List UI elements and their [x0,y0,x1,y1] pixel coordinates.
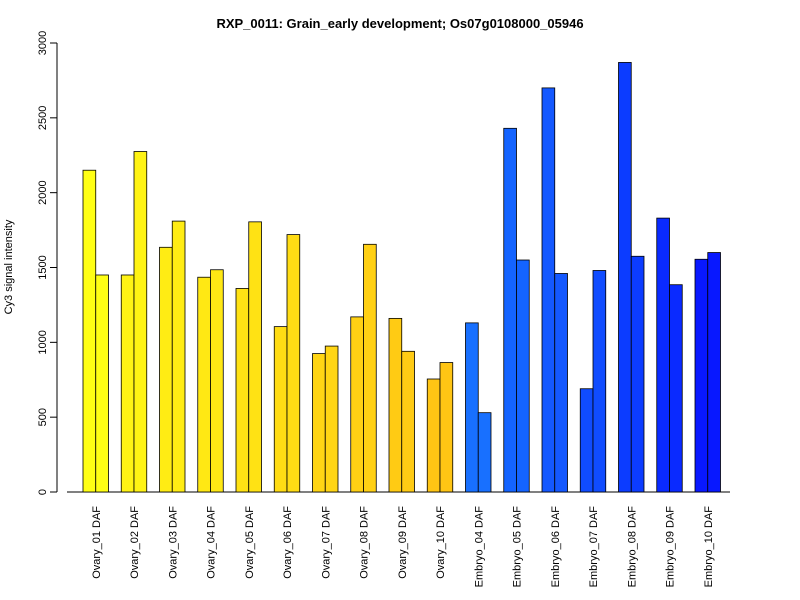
bar [350,316,364,493]
bar [630,255,645,493]
y-tick-label: 500 [37,408,49,426]
x-tick-label: Ovary_07 DAF [320,506,332,579]
bar [541,87,556,493]
bar [707,252,721,493]
bar [171,220,186,493]
bar [273,326,288,493]
bar [363,243,377,493]
bar [465,322,479,493]
bar [656,217,670,493]
y-tick-label: 2500 [37,106,49,130]
bar [324,345,339,493]
bar [197,276,211,493]
bar [235,288,250,493]
y-tick-label: 2000 [37,180,49,204]
bar [426,378,441,493]
x-tick-label: Ovary_06 DAF [282,506,294,579]
bar [120,274,135,493]
bar [82,169,97,493]
bar [401,350,415,493]
bar [286,234,301,493]
x-tick-label: Ovary_10 DAF [435,506,447,579]
bar [516,259,530,493]
bars [82,62,721,493]
y-axis: 0 500 1000 1500 2000 2500 3000 [37,31,58,495]
x-tick-label: Ovary_04 DAF [206,506,218,579]
y-tick-label: 0 [37,489,49,495]
x-tick-label: Embryo_10 DAF [703,506,715,588]
y-axis-label: Cy3 signal intensity [3,219,15,314]
bar [503,127,517,493]
x-tick-label: Embryo_05 DAF [512,506,524,588]
bar [554,273,568,493]
x-tick-label: Ovary_08 DAF [359,506,371,579]
bar [669,284,683,493]
x-tick-label: Embryo_04 DAF [473,506,485,588]
x-tick-label: Ovary_09 DAF [397,506,409,579]
bar [95,274,109,493]
x-tick-label: Embryo_08 DAF [626,506,638,588]
x-tick-label: Ovary_03 DAF [167,506,179,579]
x-tick-label: Ovary_05 DAF [244,506,256,579]
x-tick-label: Embryo_07 DAF [588,506,600,588]
bar [210,269,224,493]
bar [618,62,632,493]
x-tick-label: Ovary_01 DAF [91,506,103,579]
bar [592,270,607,493]
bar [439,362,454,493]
y-tick-label: 3000 [37,31,49,55]
y-tick-label: 1500 [37,255,49,279]
bar [388,317,403,493]
x-tick-label: Embryo_06 DAF [550,506,562,588]
bar [159,246,173,493]
x-tick-label: Ovary_02 DAF [129,506,141,579]
x-tick-label: Embryo_09 DAF [665,506,677,588]
bar [694,258,709,493]
y-tick-label: 1000 [37,330,49,354]
chart-title: RXP_0011: Grain_early development; Os07g… [216,16,583,31]
x-tick-labels: Ovary_01 DAF Ovary_02 DAF Ovary_03 DAF Ovar… [91,506,715,588]
bar [248,221,262,493]
bar [133,151,148,493]
bar [312,353,326,493]
bar [477,412,492,493]
bar [579,388,594,493]
